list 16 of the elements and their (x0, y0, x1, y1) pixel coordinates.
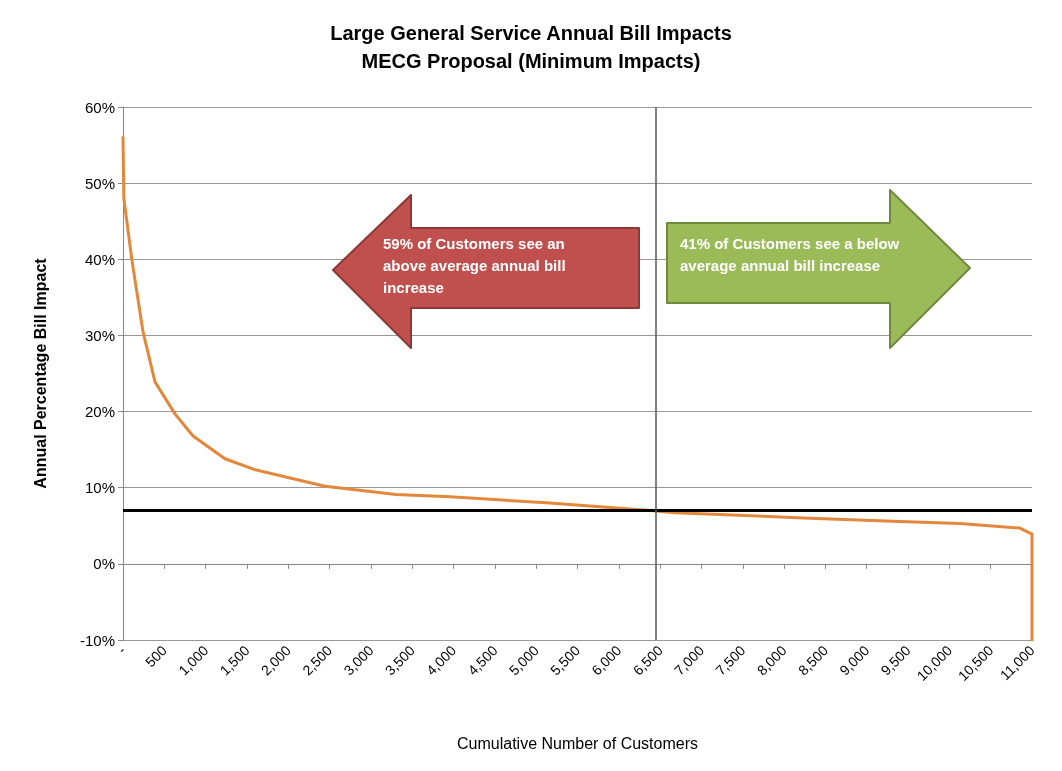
x-axis-title: Cumulative Number of Customers (457, 734, 698, 752)
y-tick-label: 50% (84, 174, 115, 192)
x-tick-label: - (114, 642, 129, 657)
y-tick-label: 60% (84, 98, 115, 116)
y-tick-label: 0% (93, 555, 115, 573)
annotation: 41% of Customers see a below average annual bill increase (680, 234, 901, 276)
annotation: 59% of Customers see an above average annual bill increase (383, 234, 567, 298)
line-series (121, 135, 1034, 642)
chart-title: Large General Service Annual Bill Impacts MECG Proposal (Minimum Impacts) (330, 22, 732, 72)
y-tick-label: 10% (84, 479, 115, 497)
y-tick-label: 20% (84, 403, 115, 421)
y-axis-title: Annual Percentage Bill Impact (31, 257, 49, 489)
y-tick-label: 30% (84, 326, 115, 344)
y-tick-label: -10% (79, 631, 115, 649)
x-tick-label: 500 (142, 642, 171, 671)
y-tick-label: 40% (84, 250, 115, 268)
